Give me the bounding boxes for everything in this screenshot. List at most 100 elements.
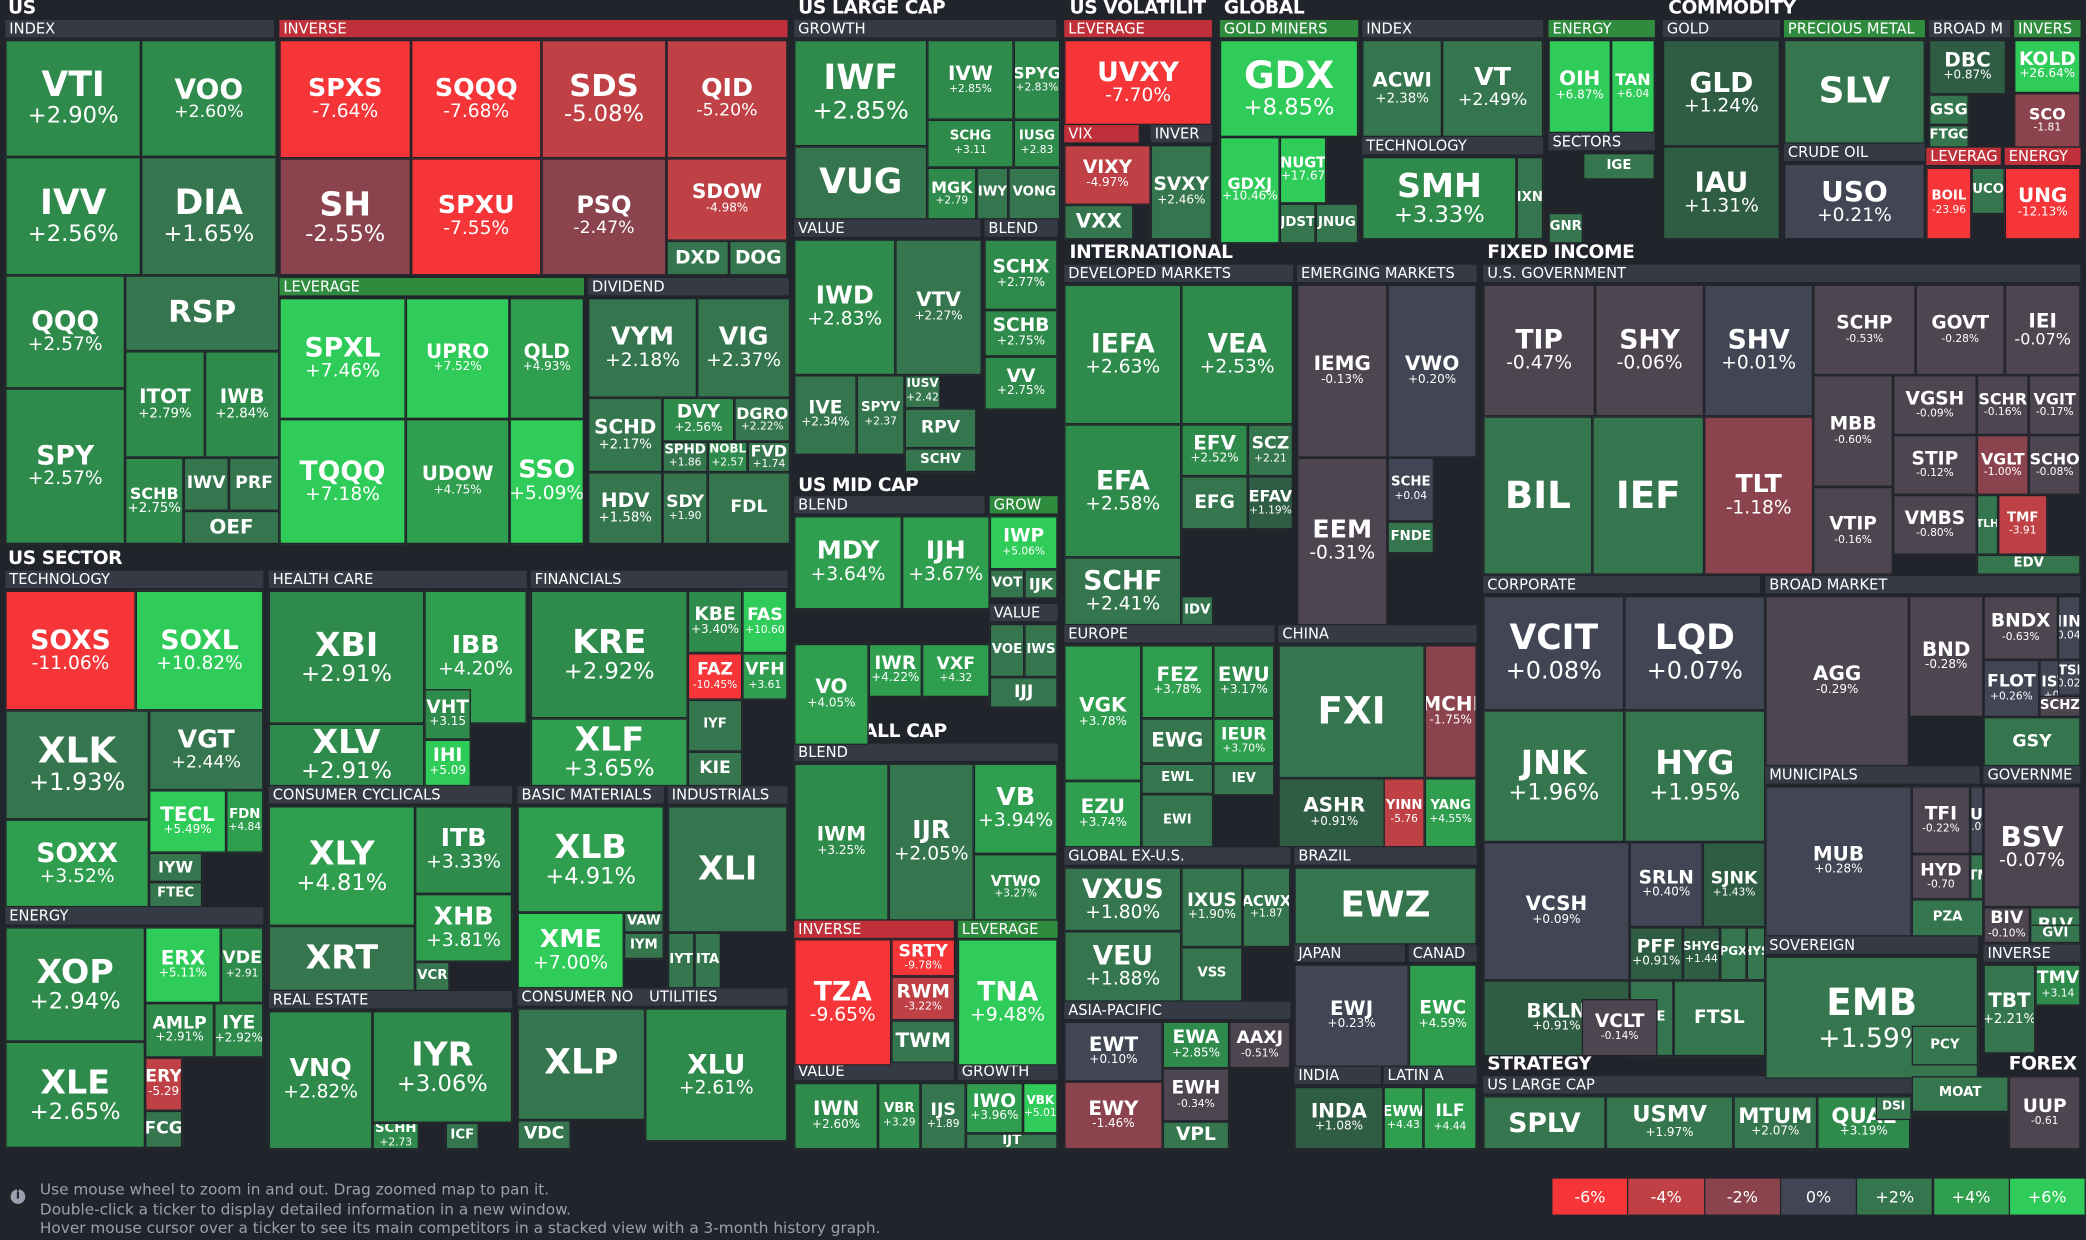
ticker-tile-iwm[interactable]: IWM +3.25% <box>794 763 889 921</box>
ticker-tile-schf[interactable]: SCHF +2.41% <box>1064 557 1182 626</box>
ticker-tile-hdv[interactable]: HDV +1.58% <box>587 472 663 545</box>
ticker-tile-faz[interactable]: FAZ -10.45% <box>687 653 743 700</box>
ticker-tile-kold[interactable]: KOLD +26.64% <box>2014 39 2081 94</box>
ticker-tile-iwf[interactable]: IWF +2.85% <box>794 39 928 147</box>
ticker-tile-oih[interactable]: OIH +6.87% <box>1548 39 1611 134</box>
ticker-tile-dia[interactable]: DIA +1.65% <box>141 156 277 276</box>
ticker-tile-erx[interactable]: ERX +5.11% <box>145 927 221 1004</box>
ticker-tile-ijj[interactable]: IJJ <box>989 677 1058 708</box>
ticker-tile-xop[interactable]: XOP +2.94% <box>5 927 146 1042</box>
ticker-tile-iyr[interactable]: IYR +3.06% <box>372 1011 513 1123</box>
ticker-tile-spxl[interactable]: SPXL +7.46% <box>279 297 406 420</box>
ticker-tile-spyv[interactable]: SPYV +2.37 <box>856 375 905 455</box>
ticker-tile-vb[interactable]: VB +3.94% <box>973 763 1058 855</box>
ticker-tile-agg[interactable]: AGG -0.29% <box>1765 595 1909 767</box>
ticker-tile-vht[interactable]: VHT +3.15 <box>424 689 471 740</box>
ticker-tile-vcit[interactable]: VCIT +0.08% <box>1483 595 1625 711</box>
ticker-tile-vxx[interactable]: VXX <box>1064 204 1134 240</box>
ticker-tile-ftsl[interactable]: FTSL <box>1673 980 1766 1057</box>
ticker-tile-tan[interactable]: TAN +6.04 <box>1610 39 1655 134</box>
ticker-tile-vcr[interactable]: VCR <box>415 961 450 992</box>
ticker-tile-xlu[interactable]: XLU +2.61% <box>645 1008 788 1142</box>
ticker-tile-vwo[interactable]: VWO +0.20% <box>1387 284 1477 458</box>
ticker-tile-ewj[interactable]: EWJ +0.23% <box>1294 964 1409 1067</box>
ticker-tile-iwp[interactable]: IWP +5.06% <box>989 516 1058 570</box>
ticker-tile-dbc[interactable]: DBC +0.87% <box>1928 39 2007 95</box>
ticker-tile-kbe[interactable]: KBE +3.40% <box>687 590 743 654</box>
ticker-tile-sqqq[interactable]: SQQQ -7.68% <box>411 39 542 159</box>
ticker-tile-vtv[interactable]: VTV +2.27% <box>895 239 982 376</box>
ticker-tile-vcsh[interactable]: VCSH +0.09% <box>1483 842 1630 981</box>
ticker-tile-soxx[interactable]: SOXX +3.52% <box>5 819 149 908</box>
ticker-tile-bil[interactable]: BIL <box>1483 416 1593 575</box>
ticker-tile-bsv[interactable]: BSV -0.07% <box>1983 786 2081 908</box>
ticker-tile-vclt[interactable]: VCLT -0.14% <box>1581 999 1658 1057</box>
ticker-tile-spxu[interactable]: SPXU -7.55% <box>411 158 542 276</box>
ticker-tile-splv[interactable]: SPLV <box>1483 1096 1606 1150</box>
ticker-tile-mbb[interactable]: MBB -0.60% <box>1813 375 1894 487</box>
ticker-tile-fvd[interactable]: FVD +1.74 <box>747 441 791 473</box>
ticker-tile-iyf[interactable]: IYF <box>687 699 743 752</box>
ticker-tile-uco[interactable]: UCO <box>1971 167 2005 215</box>
ticker-tile-vot[interactable]: VOT <box>989 569 1025 599</box>
ticker-tile-flot[interactable]: FLOT +0.26% <box>1983 659 2040 718</box>
ticker-tile-ery[interactable]: ERY -5.29 <box>145 1057 183 1111</box>
ticker-tile-iws[interactable]: IWS <box>1024 623 1058 678</box>
ticker-tile-scho[interactable]: SCHO -0.08% <box>2028 435 2081 495</box>
ticker-tile-iev[interactable]: IEV <box>1213 763 1275 796</box>
ticker-tile-sphd[interactable]: SPHD +1.86 <box>662 441 708 473</box>
ticker-tile-tecl[interactable]: TECL +5.49% <box>148 790 227 853</box>
ticker-tile-sds[interactable]: SDS -5.08% <box>541 39 667 159</box>
ticker-tile-scz[interactable]: SCZ +2.21 <box>1247 424 1294 477</box>
ticker-tile-vong[interactable]: VONG <box>1008 167 1061 220</box>
ticker-tile-iwn[interactable]: IWN +2.60% <box>794 1082 878 1150</box>
ticker-tile-vnq[interactable]: VNQ +2.82% <box>268 1011 373 1150</box>
ticker-tile-hyd[interactable]: HYD -0.70 <box>1911 854 1971 900</box>
ticker-tile-jnk[interactable]: JNK +1.96% <box>1483 710 1625 843</box>
ticker-tile-icf[interactable]: ICF <box>445 1122 479 1150</box>
ticker-tile-fdn[interactable]: FDN +4.84 <box>226 790 264 853</box>
ticker-tile-efg[interactable]: EFG <box>1181 476 1248 530</box>
ticker-tile-ihi[interactable]: IHI +5.09 <box>424 739 471 787</box>
ticker-tile-schb[interactable]: SCHB +2.75% <box>984 309 1058 357</box>
ticker-tile-dsi[interactable]: DSI <box>1875 1096 1912 1121</box>
ticker-tile-jnug[interactable]: JNUG <box>1315 203 1359 244</box>
ticker-tile-schp[interactable]: SCHP -0.53% <box>1813 284 1916 376</box>
ticker-tile-acwi[interactable]: ACWI +2.38% <box>1362 39 1443 138</box>
ticker-tile-gsy[interactable]: GSY <box>1983 717 2081 767</box>
ticker-tile-pza[interactable]: PZA <box>1911 899 1984 937</box>
ticker-tile-udow[interactable]: UDOW +4.75% <box>405 419 510 545</box>
ticker-tile-rpv[interactable]: RPV <box>904 408 977 449</box>
ticker-tile-fdl[interactable]: FDL <box>707 472 791 545</box>
ticker-tile-xme[interactable]: XME +7.00% <box>517 912 624 989</box>
ticker-tile-twm[interactable]: TWM <box>891 1020 956 1063</box>
ticker-tile-ijh[interactable]: IJH +3.67% <box>901 516 990 610</box>
ticker-tile-xly[interactable]: XLY +4.81% <box>268 806 416 926</box>
ticker-tile-moat[interactable]: MOAT <box>1911 1076 2009 1113</box>
ticker-tile-xlb[interactable]: XLB +4.91% <box>517 806 664 913</box>
ticker-tile-tza[interactable]: TZA -9.65% <box>794 939 892 1066</box>
ticker-tile-vea[interactable]: VEA +2.53% <box>1181 284 1294 425</box>
ticker-tile-kie[interactable]: KIE <box>687 751 743 787</box>
ticker-tile-ashr[interactable]: ASHR +0.91% <box>1278 778 1391 848</box>
ticker-tile-mchi[interactable]: MCHI-1.75% <box>1424 645 1477 779</box>
ticker-tile-ixn[interactable]: IXN <box>1516 156 1544 240</box>
ticker-tile-vgit[interactable]: VGIT -0.17% <box>2028 375 2081 436</box>
ticker-tile-tmf[interactable]: TMF -3.91 <box>1998 494 2048 555</box>
ticker-tile-mtum[interactable]: MTUM +2.07% <box>1733 1096 1818 1150</box>
ticker-tile-ewu[interactable]: EWU +3.17% <box>1213 645 1275 719</box>
ticker-tile-psq[interactable]: PSQ -2.47% <box>541 158 667 276</box>
ticker-tile-rwm[interactable]: RWM -3.22% <box>891 976 956 1021</box>
ticker-tile-soxl[interactable]: SOXL +10.82% <box>135 590 264 711</box>
ticker-tile-vug[interactable]: VUG <box>794 146 928 220</box>
ticker-tile-inda[interactable]: INDA +1.08% <box>1294 1086 1384 1150</box>
ticker-tile-xlp[interactable]: XLP <box>517 1008 646 1121</box>
ticker-tile-hyg[interactable]: HYG +1.95% <box>1624 710 1766 843</box>
ticker-tile-bnd[interactable]: BND -0.28% <box>1908 595 1984 718</box>
ticker-tile-dvy[interactable]: DVY +2.56% <box>662 397 735 442</box>
ticker-tile-iye[interactable]: IYE +2.92% <box>214 1003 264 1058</box>
ticker-tile-xbi[interactable]: XBI +2.91% <box>268 590 425 724</box>
ticker-tile-schh[interactable]: SCHH +2.73 <box>372 1122 420 1150</box>
ticker-tile-eww[interactable]: EWW +4.43 <box>1383 1086 1424 1150</box>
ticker-tile-yang[interactable]: YANG +4.55% <box>1424 778 1477 848</box>
